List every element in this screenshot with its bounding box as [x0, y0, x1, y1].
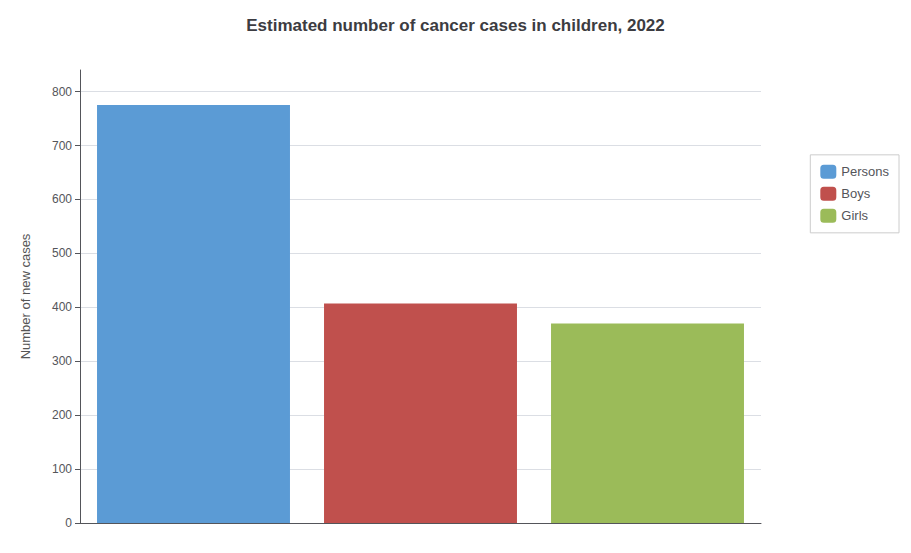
svg-text:Boys: Boys — [841, 186, 870, 201]
svg-text:Girls: Girls — [841, 208, 868, 223]
svg-text:200: 200 — [52, 408, 72, 422]
svg-text:Number of new cases: Number of new cases — [18, 233, 33, 359]
svg-text:0: 0 — [65, 516, 72, 530]
svg-text:500: 500 — [52, 246, 72, 260]
svg-text:700: 700 — [52, 139, 72, 153]
svg-text:400: 400 — [52, 300, 72, 314]
svg-text:300: 300 — [52, 354, 72, 368]
svg-text:100: 100 — [52, 462, 72, 476]
svg-text:800: 800 — [52, 85, 72, 99]
svg-text:Estimated number of cancer cas: Estimated number of cancer cases in chil… — [246, 16, 665, 35]
svg-text:Persons: Persons — [841, 164, 889, 179]
svg-text:600: 600 — [52, 192, 72, 206]
